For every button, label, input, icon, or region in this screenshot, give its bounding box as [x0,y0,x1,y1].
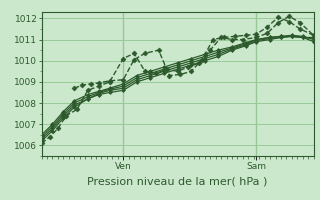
X-axis label: Pression niveau de la mer( hPa ): Pression niveau de la mer( hPa ) [87,176,268,186]
